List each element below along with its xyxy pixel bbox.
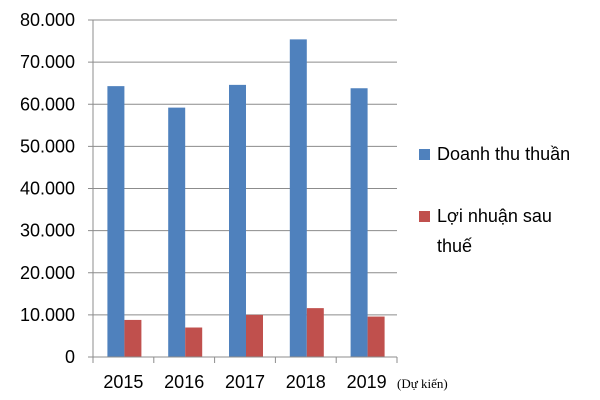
legend-label: thuế [437, 236, 472, 256]
bar-doanh-thu-thuan [229, 84, 246, 357]
y-tick-label: 40.000 [20, 179, 75, 199]
x-tick-label: 2015 [103, 372, 143, 392]
y-tick-label: 30.000 [20, 221, 75, 241]
legend-label: Lợi nhuận sau [437, 206, 552, 226]
legend-label: Doanh thu thuần [437, 144, 570, 164]
x-tick-label: 2017 [225, 372, 265, 392]
bar-loi-nhuan-sau-thue [246, 314, 263, 357]
bar-loi-nhuan-sau-thue [124, 319, 142, 357]
y-tick-label: 80.000 [20, 10, 75, 30]
y-tick-label: 20.000 [20, 263, 75, 283]
axes [88, 19, 398, 363]
legend-swatch [419, 149, 430, 160]
x-tick-labels: 2015 2016 2017 2018 2019 [103, 372, 386, 392]
y-tick-label: 50.000 [20, 136, 75, 156]
x-tick-label: 2018 [286, 372, 326, 392]
bar-doanh-thu-thuan [168, 107, 186, 358]
y-tick-labels: 0 10.000 20.000 30.000 40.000 50.000 60.000 70.… [20, 10, 75, 367]
y-tick-label: 0 [65, 347, 75, 367]
bar-loi-nhuan-sau-thue [367, 316, 385, 357]
forecast-note: (Dự kiến) [397, 376, 448, 391]
bar-doanh-thu-thuan [289, 39, 307, 357]
y-tick-label: 10.000 [20, 305, 75, 325]
bar-loi-nhuan-sau-thue [185, 327, 203, 357]
bar-doanh-thu-thuan [350, 88, 368, 358]
legend: Doanh thu thuần Lợi nhuận sau thuế [419, 144, 570, 256]
y-tick-label: 70.000 [20, 52, 75, 72]
bars [107, 39, 385, 358]
x-tick-label: 2019 [347, 372, 387, 392]
bar-doanh-thu-thuan [107, 86, 125, 357]
y-tick-label: 60.000 [20, 94, 75, 114]
x-tick-label: 2016 [164, 372, 204, 392]
bar-loi-nhuan-sau-thue [306, 308, 324, 357]
legend-swatch [419, 211, 430, 222]
